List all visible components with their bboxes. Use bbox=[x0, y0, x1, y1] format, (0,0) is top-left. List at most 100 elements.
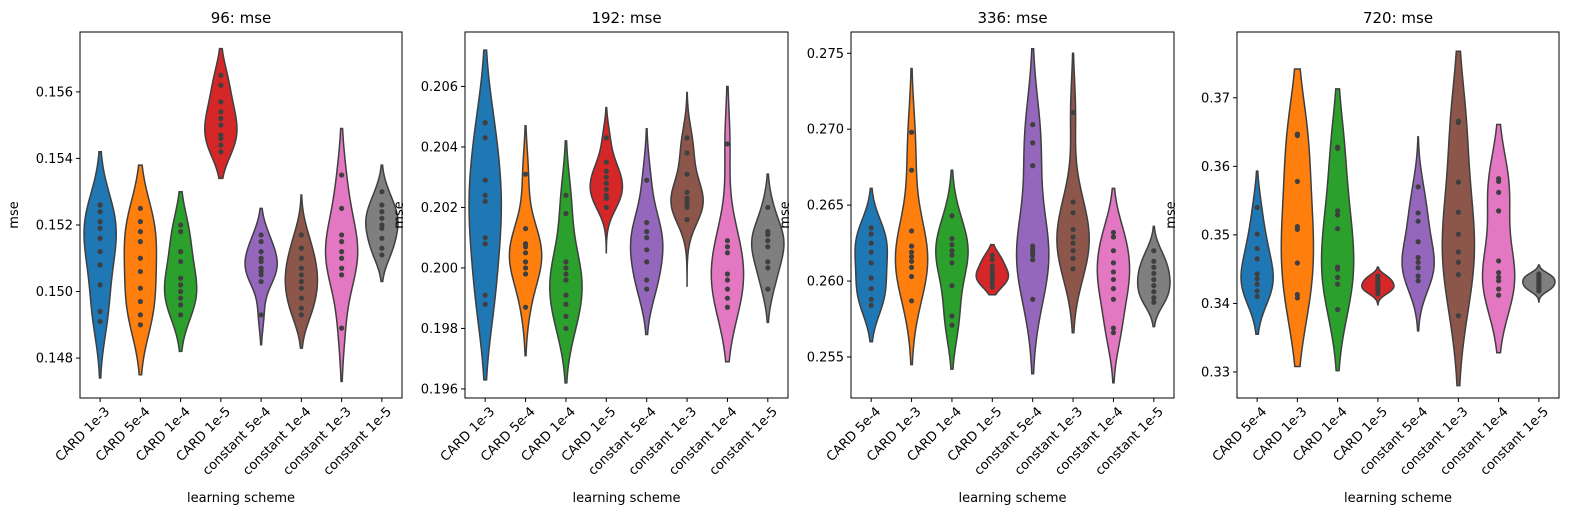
violin-6-point bbox=[1455, 231, 1461, 237]
violin-1-point bbox=[97, 225, 103, 231]
violin-8 bbox=[1136, 225, 1171, 328]
violin-7-point bbox=[1110, 229, 1117, 236]
violin-3-point bbox=[949, 260, 955, 266]
violin-2-point bbox=[908, 228, 915, 234]
axes-frame bbox=[1236, 31, 1560, 399]
violin-3-point bbox=[1335, 281, 1341, 287]
violin-4-point bbox=[989, 267, 995, 274]
violin-8-point bbox=[1151, 283, 1157, 289]
y-tick-label: 0.265 bbox=[807, 199, 844, 214]
violin-6-point bbox=[1455, 249, 1461, 255]
violin-4-point bbox=[218, 82, 224, 88]
violin-2-point bbox=[522, 265, 529, 271]
violin-5-point bbox=[644, 177, 650, 183]
y-tick-label: 0.260 bbox=[807, 275, 844, 290]
violin-2-point bbox=[137, 268, 143, 275]
violin-1-point bbox=[97, 308, 103, 315]
violin-2-point bbox=[908, 264, 915, 270]
violin-2-point bbox=[908, 129, 915, 135]
y-tick-label: 0.255 bbox=[807, 350, 844, 365]
violin-1-point bbox=[868, 231, 874, 237]
violin-1-point bbox=[868, 296, 874, 302]
violin-8-point bbox=[765, 244, 771, 250]
violin-7-point bbox=[1496, 269, 1502, 276]
violin-3-point bbox=[178, 312, 184, 318]
violin-7-point bbox=[1110, 248, 1117, 254]
violin-1-point bbox=[482, 292, 488, 298]
violin-6-point bbox=[1455, 118, 1461, 124]
y-axis-label: mse bbox=[392, 201, 407, 228]
violin-6-point bbox=[1455, 259, 1461, 265]
violin-2-point bbox=[1294, 291, 1300, 298]
violin-5-point bbox=[258, 249, 264, 255]
y-tick-label: 0.206 bbox=[421, 80, 458, 95]
axes-frame bbox=[464, 31, 789, 399]
y-axis-label: mse bbox=[7, 201, 22, 228]
violin-2-point bbox=[137, 298, 143, 305]
violin-4-point bbox=[603, 174, 609, 180]
violin-5-point bbox=[258, 265, 264, 271]
violin-7-point bbox=[1110, 234, 1117, 240]
violin-6-point bbox=[298, 272, 304, 278]
violin-2-point bbox=[1294, 260, 1300, 266]
violin-2-point bbox=[522, 271, 529, 277]
violin-7 bbox=[710, 85, 745, 363]
violin-5-point bbox=[258, 255, 264, 261]
violin-1-point bbox=[482, 120, 488, 126]
violin-4-point bbox=[218, 115, 224, 122]
violin-3-point bbox=[1335, 212, 1341, 218]
violin-3-point bbox=[178, 295, 184, 301]
violin-7-point bbox=[724, 286, 731, 292]
violin-7-point bbox=[724, 244, 731, 250]
chart-title: 336: mse bbox=[977, 9, 1047, 27]
violin-3-point bbox=[1335, 306, 1341, 313]
violin-6-point bbox=[1070, 199, 1076, 205]
violin-2-point bbox=[908, 254, 915, 260]
violin-7-point bbox=[1496, 208, 1502, 214]
violin-2-point bbox=[908, 298, 915, 304]
violin-6-point bbox=[684, 150, 690, 156]
violin-7-point bbox=[339, 232, 345, 238]
violin-7-point bbox=[1496, 176, 1502, 182]
violin-1-point bbox=[1254, 256, 1260, 262]
violin-6 bbox=[670, 91, 704, 287]
violin-1-point bbox=[1254, 276, 1260, 282]
violin-2-point bbox=[137, 285, 143, 291]
violin-3-point bbox=[178, 249, 184, 255]
x-axis-label: learning scheme bbox=[1344, 491, 1452, 506]
violin-4-point bbox=[218, 72, 224, 78]
violin-4-point bbox=[603, 180, 609, 186]
violin-3-point bbox=[178, 282, 184, 288]
violin-7-point bbox=[1496, 292, 1502, 298]
violin-4-point bbox=[989, 252, 995, 258]
violin-4-point bbox=[603, 204, 609, 211]
violin-6 bbox=[1441, 50, 1476, 387]
violin-3-point bbox=[178, 229, 184, 235]
violin-2-point bbox=[908, 273, 915, 280]
violin-7-point bbox=[1496, 274, 1502, 280]
violin-8-point bbox=[379, 252, 385, 258]
violin-6-point bbox=[298, 255, 304, 261]
violin-1-point bbox=[482, 241, 488, 247]
violin-4-point bbox=[989, 257, 995, 263]
violin-5-point bbox=[644, 219, 650, 226]
violin-4-point bbox=[218, 132, 224, 138]
violin-6-point bbox=[298, 295, 304, 301]
violin-7-point bbox=[724, 238, 731, 244]
violin-4-point bbox=[603, 192, 609, 198]
violin-1-point bbox=[482, 192, 488, 198]
violin-3-point bbox=[178, 275, 184, 281]
violin-3-point bbox=[1335, 264, 1341, 270]
violin-7-point bbox=[339, 249, 345, 255]
violin-3-point bbox=[563, 265, 569, 271]
violin-3-point bbox=[949, 283, 955, 289]
violin-6-point bbox=[1070, 226, 1076, 233]
violin-1-point bbox=[482, 198, 488, 204]
violin-6-point bbox=[684, 195, 690, 201]
violin-1-point bbox=[868, 286, 874, 292]
violin-3-point bbox=[563, 259, 569, 265]
violin-1-point bbox=[868, 225, 874, 231]
violin-6-point bbox=[298, 278, 304, 285]
